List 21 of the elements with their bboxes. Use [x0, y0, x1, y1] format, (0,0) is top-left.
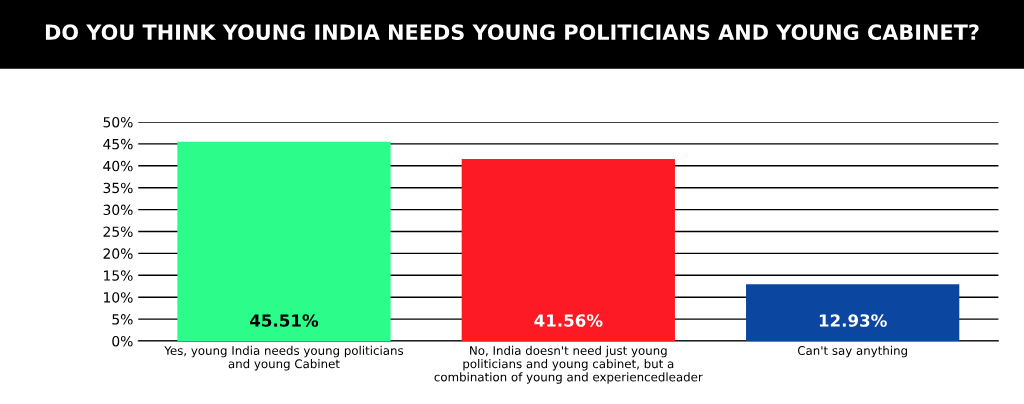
y-tick-label: 10% — [104, 292, 133, 303]
y-tick-label: 20% — [103, 248, 133, 259]
chart-title: DO YOU THINK YOUNG INDIA NEEDS YOUNG POLITICIANS AND YOUNG CABINET? — [45, 24, 979, 41]
x-tick-label: No, India doesn't need just young politicians and young cabinet, but a combination of young and experiencedleader — [434, 345, 703, 384]
x-tick-label: Yes, young India needs young politicians and young Cabinet — [164, 345, 404, 371]
y-tick-label: 0% — [112, 335, 133, 347]
bar — [746, 284, 960, 341]
y-tick-label: 25% — [103, 226, 133, 237]
bar — [177, 141, 391, 341]
x-tick-label: Can't say anything — [797, 345, 907, 358]
y-tick-label: 40% — [103, 160, 133, 172]
y-tick-label: 15% — [104, 270, 133, 281]
data-label: 12.93% — [819, 314, 887, 327]
bar — [461, 158, 675, 341]
y-tick-label: 50% — [103, 116, 133, 128]
y-tick-label: 35% — [103, 182, 133, 194]
y-tick-label: 30% — [103, 204, 133, 216]
y-tick-label: 5% — [112, 314, 133, 325]
data-label: 41.56% — [534, 314, 603, 327]
data-label: 45.51% — [250, 314, 319, 327]
y-tick-label: 45% — [103, 138, 133, 150]
